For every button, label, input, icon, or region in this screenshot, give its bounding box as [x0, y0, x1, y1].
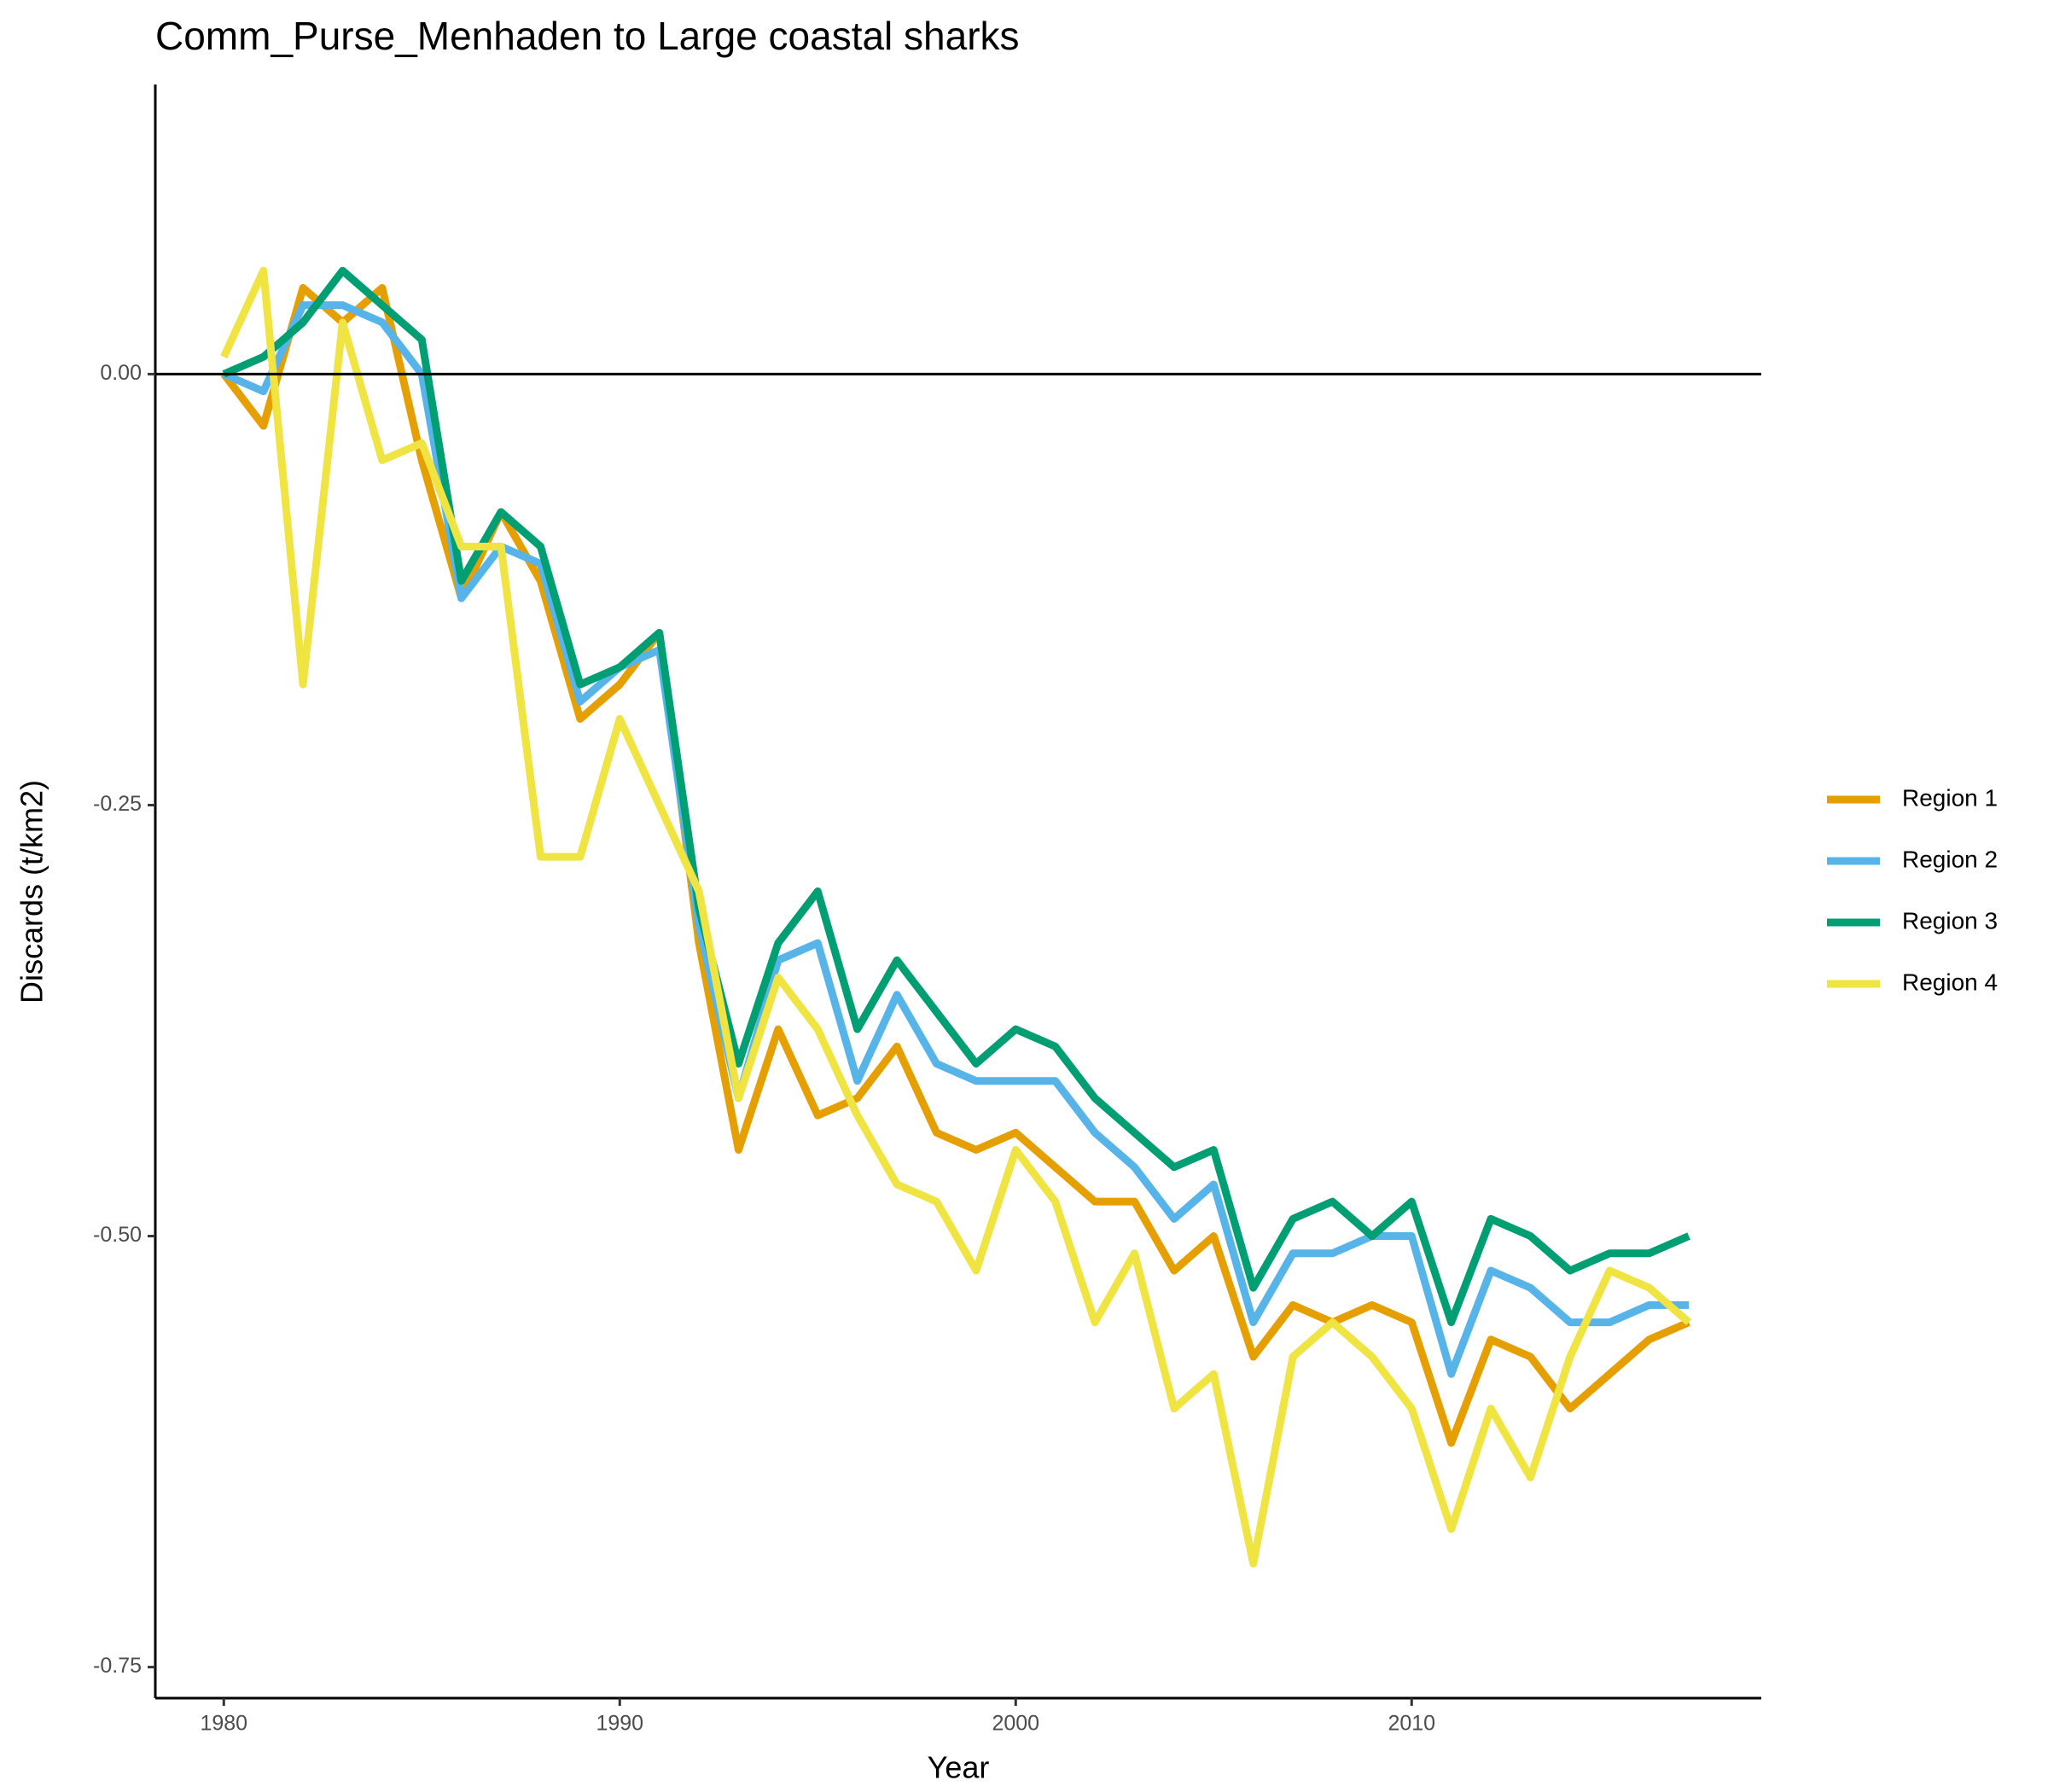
- legend-label: Region 1: [1902, 784, 1998, 811]
- y-tick-label: -0.25: [93, 792, 142, 816]
- x-tick-label: 1980: [200, 1712, 247, 1736]
- series-line: [222, 266, 1690, 1327]
- x-axis-title: Year: [928, 1750, 990, 1785]
- x-tick-label: 1990: [596, 1712, 643, 1736]
- y-axis-title: Discards (t/km2): [15, 780, 49, 1004]
- y-tick-label: 0.00: [100, 361, 142, 385]
- y-tick-label: -0.50: [93, 1223, 142, 1247]
- series-line: [220, 266, 1692, 1568]
- legend-label: Region 3: [1902, 907, 1998, 934]
- legend-label: Region 4: [1902, 969, 1998, 995]
- series-line: [222, 301, 1690, 1378]
- x-tick-label: 2010: [1388, 1712, 1435, 1736]
- y-tick-label: -0.75: [93, 1654, 142, 1678]
- legend-label: Region 2: [1902, 846, 1998, 872]
- chart-title: Comm_Purse_Menhaden to Large coastal sha…: [155, 14, 1020, 58]
- x-tick-label: 2000: [992, 1712, 1039, 1736]
